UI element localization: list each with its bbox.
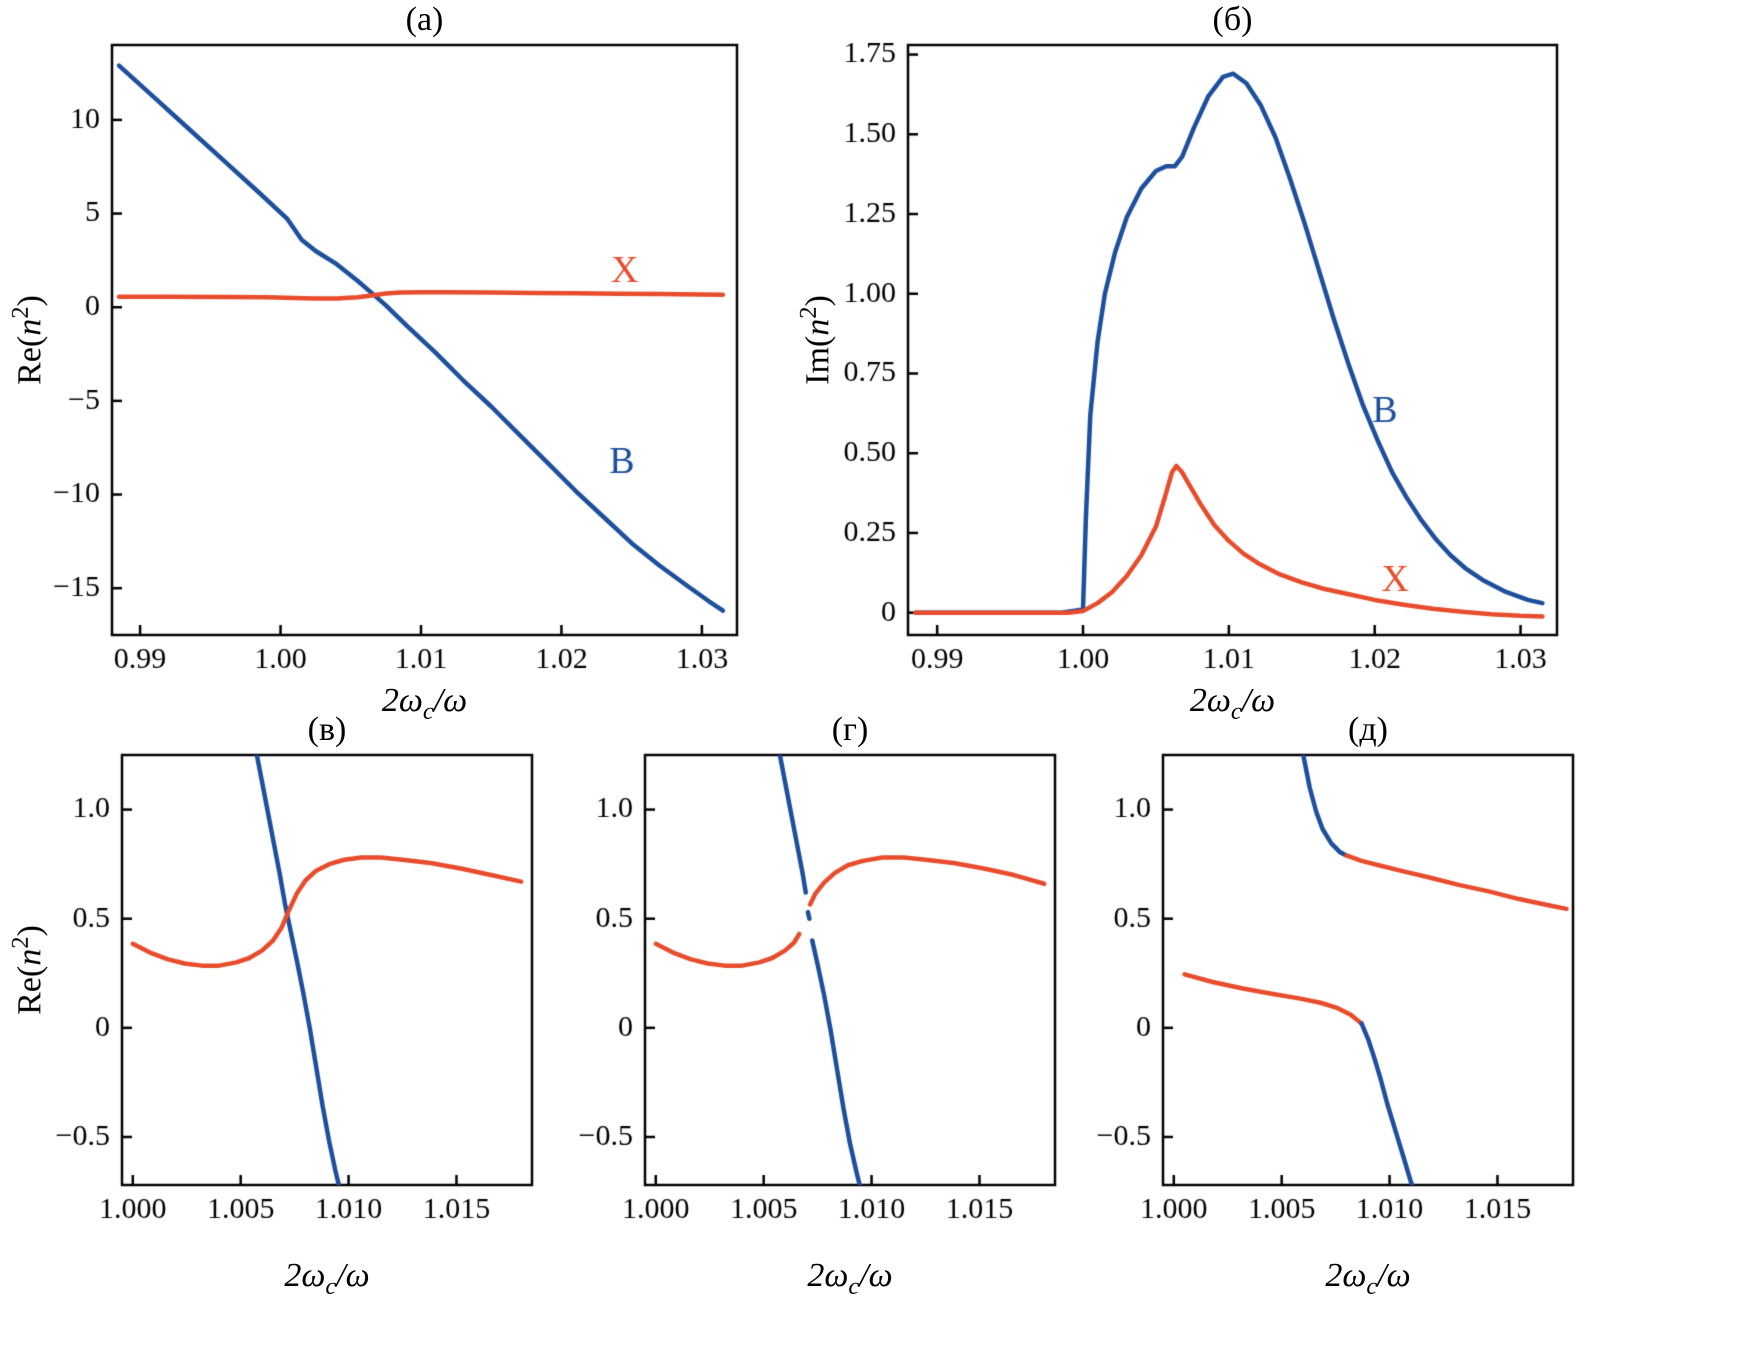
xlabel-post: /ω (336, 1257, 370, 1294)
ylabel-pre: Re( (11, 965, 49, 1015)
xlabel-pre: 2ω (1325, 1257, 1367, 1294)
xlabel-pre: 2ω (807, 1257, 849, 1294)
plot-b-title: (б) (1212, 1, 1253, 38)
xlabel-post: /ω (1241, 682, 1276, 719)
ylabel-sup: 2 (794, 306, 822, 319)
xlabel-post: /ω (433, 682, 468, 719)
plot-b-xlabel: 2ωc/ω (908, 682, 1557, 726)
ylabel-var: n (799, 318, 837, 336)
plot-g-xlabel: 2ωc/ω (645, 1257, 1055, 1301)
xlabel-sub: c (422, 697, 434, 725)
xlabel-sub: c (848, 1272, 860, 1300)
xlabel-sub: c (325, 1272, 337, 1300)
plot-v-xlabel: 2ωc/ω (122, 1257, 532, 1301)
ylabel-post: ) (11, 925, 49, 937)
plot-d-xlabel: 2ωc/ω (1163, 1257, 1573, 1301)
plot-b-canvas (790, 40, 1580, 685)
ylabel-pre: Im( (799, 335, 837, 385)
ylabel-sup: 2 (6, 936, 34, 949)
plot-d-canvas (1041, 750, 1586, 1250)
xlabel-sub: c (1366, 1272, 1378, 1300)
ylabel-pre: Re( (11, 335, 49, 385)
xlabel-pre: 2ω (284, 1257, 326, 1294)
plot-v-canvas (0, 750, 545, 1250)
ylabel-var: n (11, 318, 49, 336)
xlabel-pre: 2ω (1189, 682, 1231, 719)
plot-g-canvas (523, 750, 1068, 1250)
plot-a-ylabel: Re(n2) (7, 295, 49, 385)
ylabel-var: n (11, 948, 49, 966)
plot-g-title: (г) (831, 711, 869, 748)
plot-v-ylabel: Re(n2) (7, 925, 49, 1015)
xlabel-sub: c (1230, 697, 1242, 725)
ylabel-post: ) (799, 295, 837, 307)
plot-a-title: (а) (405, 1, 444, 38)
ylabel-sup: 2 (6, 306, 34, 319)
xlabel-post: /ω (1377, 1257, 1411, 1294)
plot-a-xlabel: 2ωc/ω (112, 682, 737, 726)
plot-a-canvas (0, 40, 780, 685)
plot-b-ylabel: Im(n2) (795, 295, 837, 385)
xlabel-post: /ω (859, 1257, 893, 1294)
plot-d-title: (д) (1348, 711, 1388, 748)
plot-d: (д) 2ωc/ω (1041, 705, 1586, 1348)
plot-b: (б) 2ωc/ω Im(n2) (790, 0, 1580, 725)
plot-g: (г) 2ωc/ω (523, 705, 1068, 1348)
ylabel-post: ) (11, 295, 49, 307)
xlabel-pre: 2ω (381, 682, 423, 719)
plot-a: (а) 2ωc/ω Re(n2) (0, 0, 780, 725)
plot-v: (в) 2ωc/ω Re(n2) (0, 705, 545, 1348)
plot-v-title: (в) (307, 711, 347, 748)
